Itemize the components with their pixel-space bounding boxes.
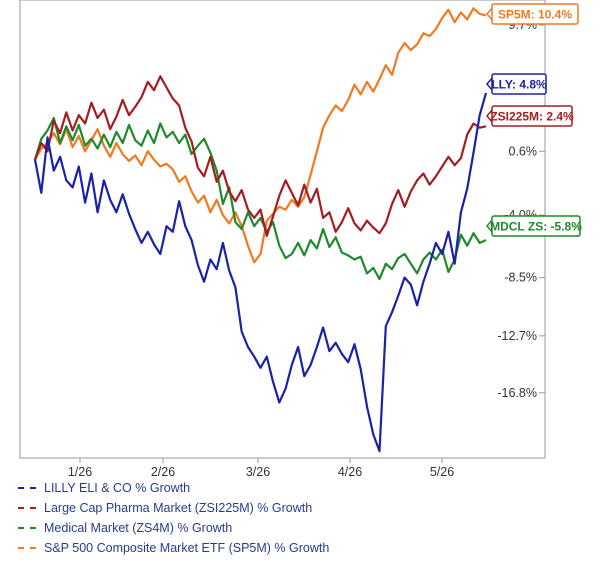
y-tick-label: -12.7%: [497, 329, 537, 343]
sp5m-end-label: SP5M: 10.4%: [486, 3, 579, 25]
zs4m-line: [33, 116, 487, 281]
legend-label-zsi225m: Large Cap Pharma Market (ZSI225M) % Grow…: [44, 501, 313, 515]
y-tick-label: -8.5%: [504, 271, 537, 285]
y-tick-label: 0.6%: [509, 144, 538, 158]
legend-label-sp5m: S&P 500 Composite Market ETF (SP5M) % Gr…: [44, 541, 330, 555]
legend-swatch-zsi225m: [18, 507, 36, 509]
x-axis: 1/26 2/26 3/26 4/26 5/26: [68, 458, 454, 479]
legend-label-lly: LILLY ELI & CO % Growth: [44, 481, 191, 495]
lly-end-label: LLY: 4.8%: [486, 73, 547, 95]
x-tick-label: 4/26: [338, 465, 362, 479]
legend-label-zs4m: Medical Market (ZS4M) % Growth: [44, 521, 233, 535]
legend-item-sp5m: S&P 500 Composite Market ETF (SP5M) % Gr…: [18, 538, 598, 558]
sp5m-line: [34, 7, 487, 264]
plot-area: [19, 0, 546, 459]
lly-line: [33, 92, 488, 453]
zsi225m-end-label: ZSI225M: 2.4%: [486, 105, 574, 127]
legend-item-zs4m: Medical Market (ZS4M) % Growth: [18, 518, 598, 538]
legend-item-zsi225m: Large Cap Pharma Market (ZSI225M) % Grow…: [18, 498, 598, 518]
legend-swatch-zs4m: [18, 527, 36, 529]
x-tick-label: 1/26: [68, 465, 92, 479]
zsi225m-end-label-text: ZSI225M: 2.4%: [490, 110, 574, 124]
legend-item-lly: LILLY ELI & CO % Growth: [18, 478, 598, 498]
zsi225m-line: [33, 75, 487, 237]
x-tick-label: 3/26: [246, 465, 270, 479]
series-layer: [33, 7, 488, 453]
legend-swatch-lly: [18, 487, 36, 489]
legend: LILLY ELI & CO % Growth Large Cap Pharma…: [18, 478, 598, 558]
zs4m-end-label: MDCL ZS: -5.8%: [486, 215, 582, 237]
sp5m-end-label-text: SP5M: 10.4%: [498, 8, 572, 22]
x-tick-label: 5/26: [430, 465, 454, 479]
y-tick-label: -16.8%: [497, 386, 537, 400]
end-labels: LLY: 4.8% ZSI225M: 2.4% MDCL ZS: -5.8% SP5M…: [486, 3, 582, 237]
zs4m-end-label-text: MDCL ZS: -5.8%: [490, 220, 582, 234]
lly-end-label-text: LLY: 4.8%: [491, 78, 547, 92]
x-tick-label: 2/26: [151, 465, 175, 479]
legend-swatch-sp5m: [18, 547, 36, 549]
